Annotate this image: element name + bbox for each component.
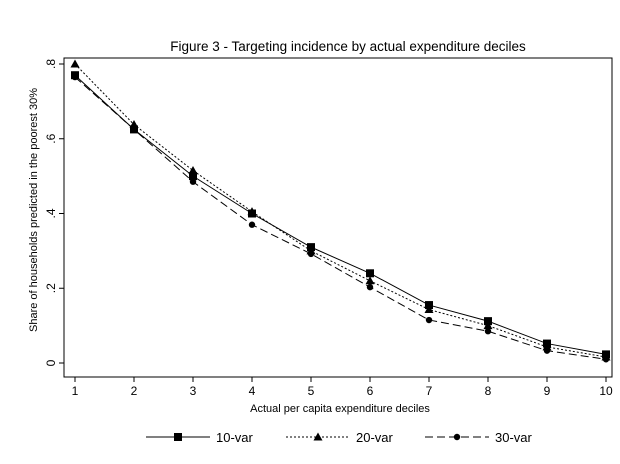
x-tick-label: 4	[249, 384, 256, 398]
legend-item: 10-var	[146, 430, 254, 445]
data-point	[71, 73, 79, 81]
data-point	[129, 120, 139, 129]
x-axis-label: Actual per capita expenditure deciles	[250, 403, 430, 415]
x-tick-label: 5	[308, 384, 315, 398]
legend-label: 30-var	[495, 430, 533, 445]
data-point	[543, 347, 551, 354]
data-point	[188, 166, 198, 175]
chart-title: Figure 3 - Targeting incidence by actual…	[170, 39, 526, 54]
legend-marker	[453, 433, 461, 441]
data-point	[247, 207, 257, 216]
data-point	[248, 221, 256, 228]
series-line	[74, 63, 607, 358]
series-layer	[70, 59, 611, 363]
data-point	[484, 328, 492, 335]
legend-label: 20-var	[356, 430, 394, 445]
x-tick-label: 3	[190, 384, 197, 398]
series-20-var	[70, 59, 611, 361]
plot-frame	[63, 57, 613, 378]
series-30-var	[71, 73, 610, 363]
x-tick-label: 7	[426, 384, 433, 398]
series-line	[74, 74, 607, 355]
y-tick-label: .6	[44, 133, 58, 143]
y-tick-label: .8	[44, 59, 58, 69]
data-point	[483, 321, 493, 330]
y-axis-label: Share of households predicted in the poo…	[28, 88, 40, 332]
data-point	[425, 316, 433, 324]
x-tick-label: 6	[367, 384, 374, 398]
legend-item: 20-var	[286, 430, 394, 445]
legend-marker	[313, 432, 323, 441]
data-point	[130, 126, 138, 133]
data-point	[366, 283, 374, 291]
series-10-var	[71, 71, 610, 359]
legend-item: 30-var	[425, 430, 533, 445]
data-point	[307, 250, 315, 258]
data-point	[602, 356, 610, 363]
x-tick-label: 10	[599, 384, 613, 398]
data-point	[189, 178, 197, 185]
y-tick-label: 0	[44, 359, 58, 366]
x-tick-label: 8	[485, 384, 492, 398]
series-line	[74, 76, 607, 360]
data-point	[366, 269, 374, 278]
x-tick-label: 9	[544, 384, 551, 398]
data-point	[70, 59, 80, 68]
axes: 1 2 3 4 5 6 7 8 9 10 0 .2 .4 .6 .8	[44, 57, 613, 398]
legend-label: 10-var	[216, 430, 254, 445]
legend: 10-var 20-var 30-var	[146, 430, 533, 445]
data-point	[189, 172, 197, 181]
y-tick-label: .4	[44, 208, 58, 218]
x-tick-label: 1	[72, 384, 79, 398]
data-point	[424, 305, 434, 314]
y-tick-label: .2	[44, 283, 58, 293]
data-point	[365, 276, 375, 285]
x-tick-label: 2	[131, 384, 138, 398]
legend-marker	[174, 433, 182, 441]
